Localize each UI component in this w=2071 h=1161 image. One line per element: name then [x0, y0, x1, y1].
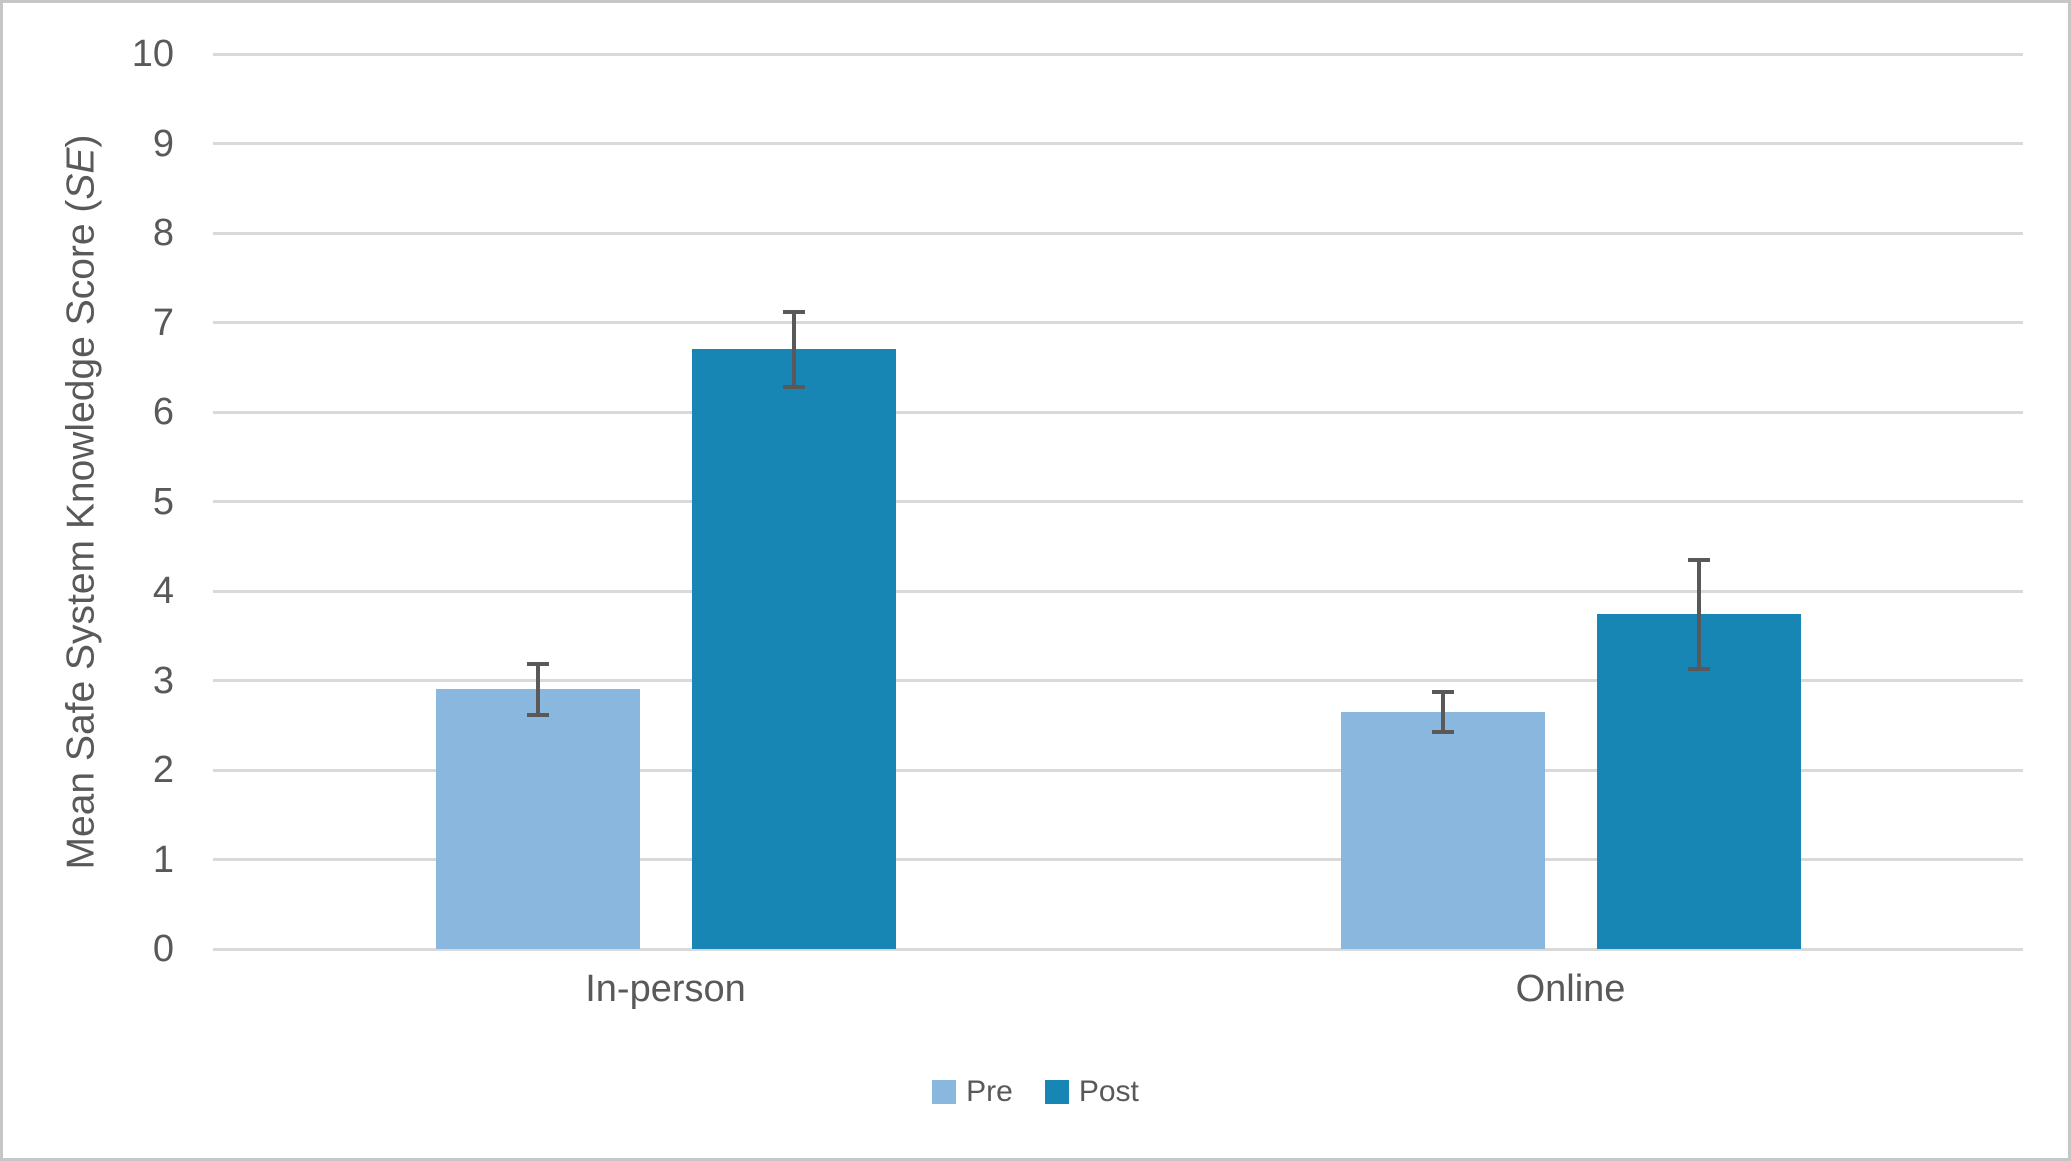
legend-swatch-post-icon [1044, 1080, 1069, 1104]
y-tick-label-1: 1 [152, 838, 174, 881]
error-cap-bottom [1687, 666, 1710, 671]
y-tick-label-3: 3 [152, 659, 174, 702]
gridline-y-1 [213, 858, 2023, 861]
legend-label-post: Post [1078, 1075, 1139, 1108]
category-label-in-person: In-person [585, 968, 746, 1010]
gridline-y-0 [213, 947, 2023, 951]
y-tick-label-8: 8 [152, 212, 174, 254]
y-axis-title-box: Mean Safe System Knowledge Score (SE) [57, 54, 105, 949]
y-tick-label-2: 2 [152, 749, 174, 791]
error-bar-post-in-person [791, 311, 796, 387]
gridline-y-10 [213, 52, 2023, 56]
gridline-y-7 [213, 321, 2023, 324]
y-axis-title-prefix: Mean Safe System Knowledge Score ( [59, 199, 102, 869]
y-axis-title-suffix: ) [59, 134, 102, 148]
error-cap-top [782, 309, 805, 314]
y-axis-title: Mean Safe System Knowledge Score (SE) [59, 134, 103, 869]
legend-swatch-pre-icon [932, 1080, 957, 1104]
gridline-y-9 [213, 142, 2023, 145]
error-cap-bottom [1431, 729, 1454, 734]
gridline-y-4 [213, 589, 2023, 593]
error-cap-top [1431, 690, 1454, 695]
gridline-y-2 [213, 768, 2023, 772]
y-tick-label-4: 4 [152, 570, 174, 612]
y-tick-label-9: 9 [152, 122, 174, 165]
y-tick-label-5: 5 [152, 480, 174, 523]
gridline-y-6 [213, 410, 2023, 414]
error-cap-top [1687, 557, 1710, 562]
legend-item-post: Post [1044, 1075, 1139, 1108]
bar-pre-online [1340, 711, 1545, 949]
error-bar-pre-online [1440, 692, 1445, 732]
error-cap-bottom [782, 384, 805, 389]
error-bar-pre-in-person [535, 664, 540, 715]
gridline-y-8 [213, 231, 2023, 235]
error-cap-top [526, 662, 549, 667]
error-cap-bottom [526, 712, 549, 717]
legend-item-pre: Pre [932, 1077, 1013, 1107]
category-label-online: Online [1515, 968, 1626, 1010]
bar-pre-in-person [435, 689, 640, 949]
y-tick-label-0: 0 [152, 928, 174, 970]
y-tick-label-7: 7 [152, 301, 174, 344]
legend-label-pre: Pre [966, 1075, 1013, 1108]
legend: Pre Post [3, 1077, 2068, 1107]
error-bar-post-online [1696, 559, 1701, 669]
y-tick-label-10: 10 [131, 33, 174, 75]
bar-post-in-person [691, 349, 896, 949]
y-tick-label-6: 6 [152, 391, 174, 433]
y-axis-title-italic-se: SE [59, 147, 102, 200]
gridline-y-5 [213, 500, 2023, 503]
gridline-y-3 [213, 679, 2023, 682]
